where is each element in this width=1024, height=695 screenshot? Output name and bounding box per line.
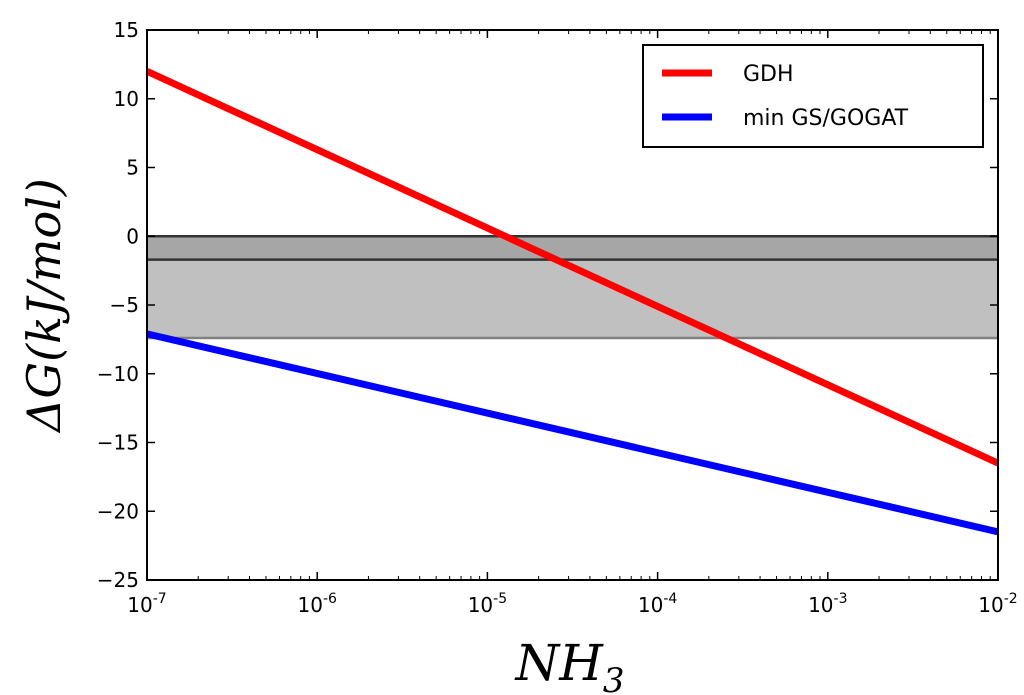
series-line-min-gs-gogat xyxy=(146,330,999,536)
y-tick-label: −5 xyxy=(110,293,139,317)
y-axis-label: ΔG(kJ/mol) xyxy=(17,178,71,434)
x-tick-label: 10-3 xyxy=(808,591,847,617)
x-tick-label: 10-7 xyxy=(127,591,166,617)
legend: GDH min GS/GOGAT xyxy=(642,44,984,148)
y-tick-label: 5 xyxy=(126,156,139,180)
y-tick-label: 15 xyxy=(114,18,139,42)
legend-label-gdh: GDH xyxy=(743,62,794,87)
band-0 xyxy=(147,236,998,260)
y-tick-label: −10 xyxy=(97,362,139,386)
shaded-bands xyxy=(147,235,998,340)
series-line-gdh xyxy=(145,68,1000,467)
y-tick-label: −15 xyxy=(97,431,139,455)
x-axis-label: NH3 xyxy=(515,634,625,695)
x-tick-label: 10-5 xyxy=(468,591,507,617)
x-tick-labels: 10-7 10-6 10-5 10-4 10-3 10-2 xyxy=(127,591,1017,617)
x-tick-label: 10-6 xyxy=(297,591,337,617)
x-tick-label: 10-4 xyxy=(638,591,678,617)
x-tick-label: 10-2 xyxy=(978,591,1017,617)
y-tick-label: −20 xyxy=(97,499,139,523)
band-1 xyxy=(147,259,998,338)
legend-box xyxy=(642,44,984,148)
series-lines xyxy=(145,68,1000,536)
legend-label-min-gs-gogat: min GS/GOGAT xyxy=(743,106,909,131)
axis-ticks xyxy=(146,29,999,581)
y-tick-labels: 15 10 5 0 −5 −10 −15 −20 −25 xyxy=(97,18,139,592)
y-tick-label: 0 xyxy=(126,224,139,248)
y-tick-label: 10 xyxy=(114,87,139,111)
y-tick-label: −25 xyxy=(97,568,139,592)
